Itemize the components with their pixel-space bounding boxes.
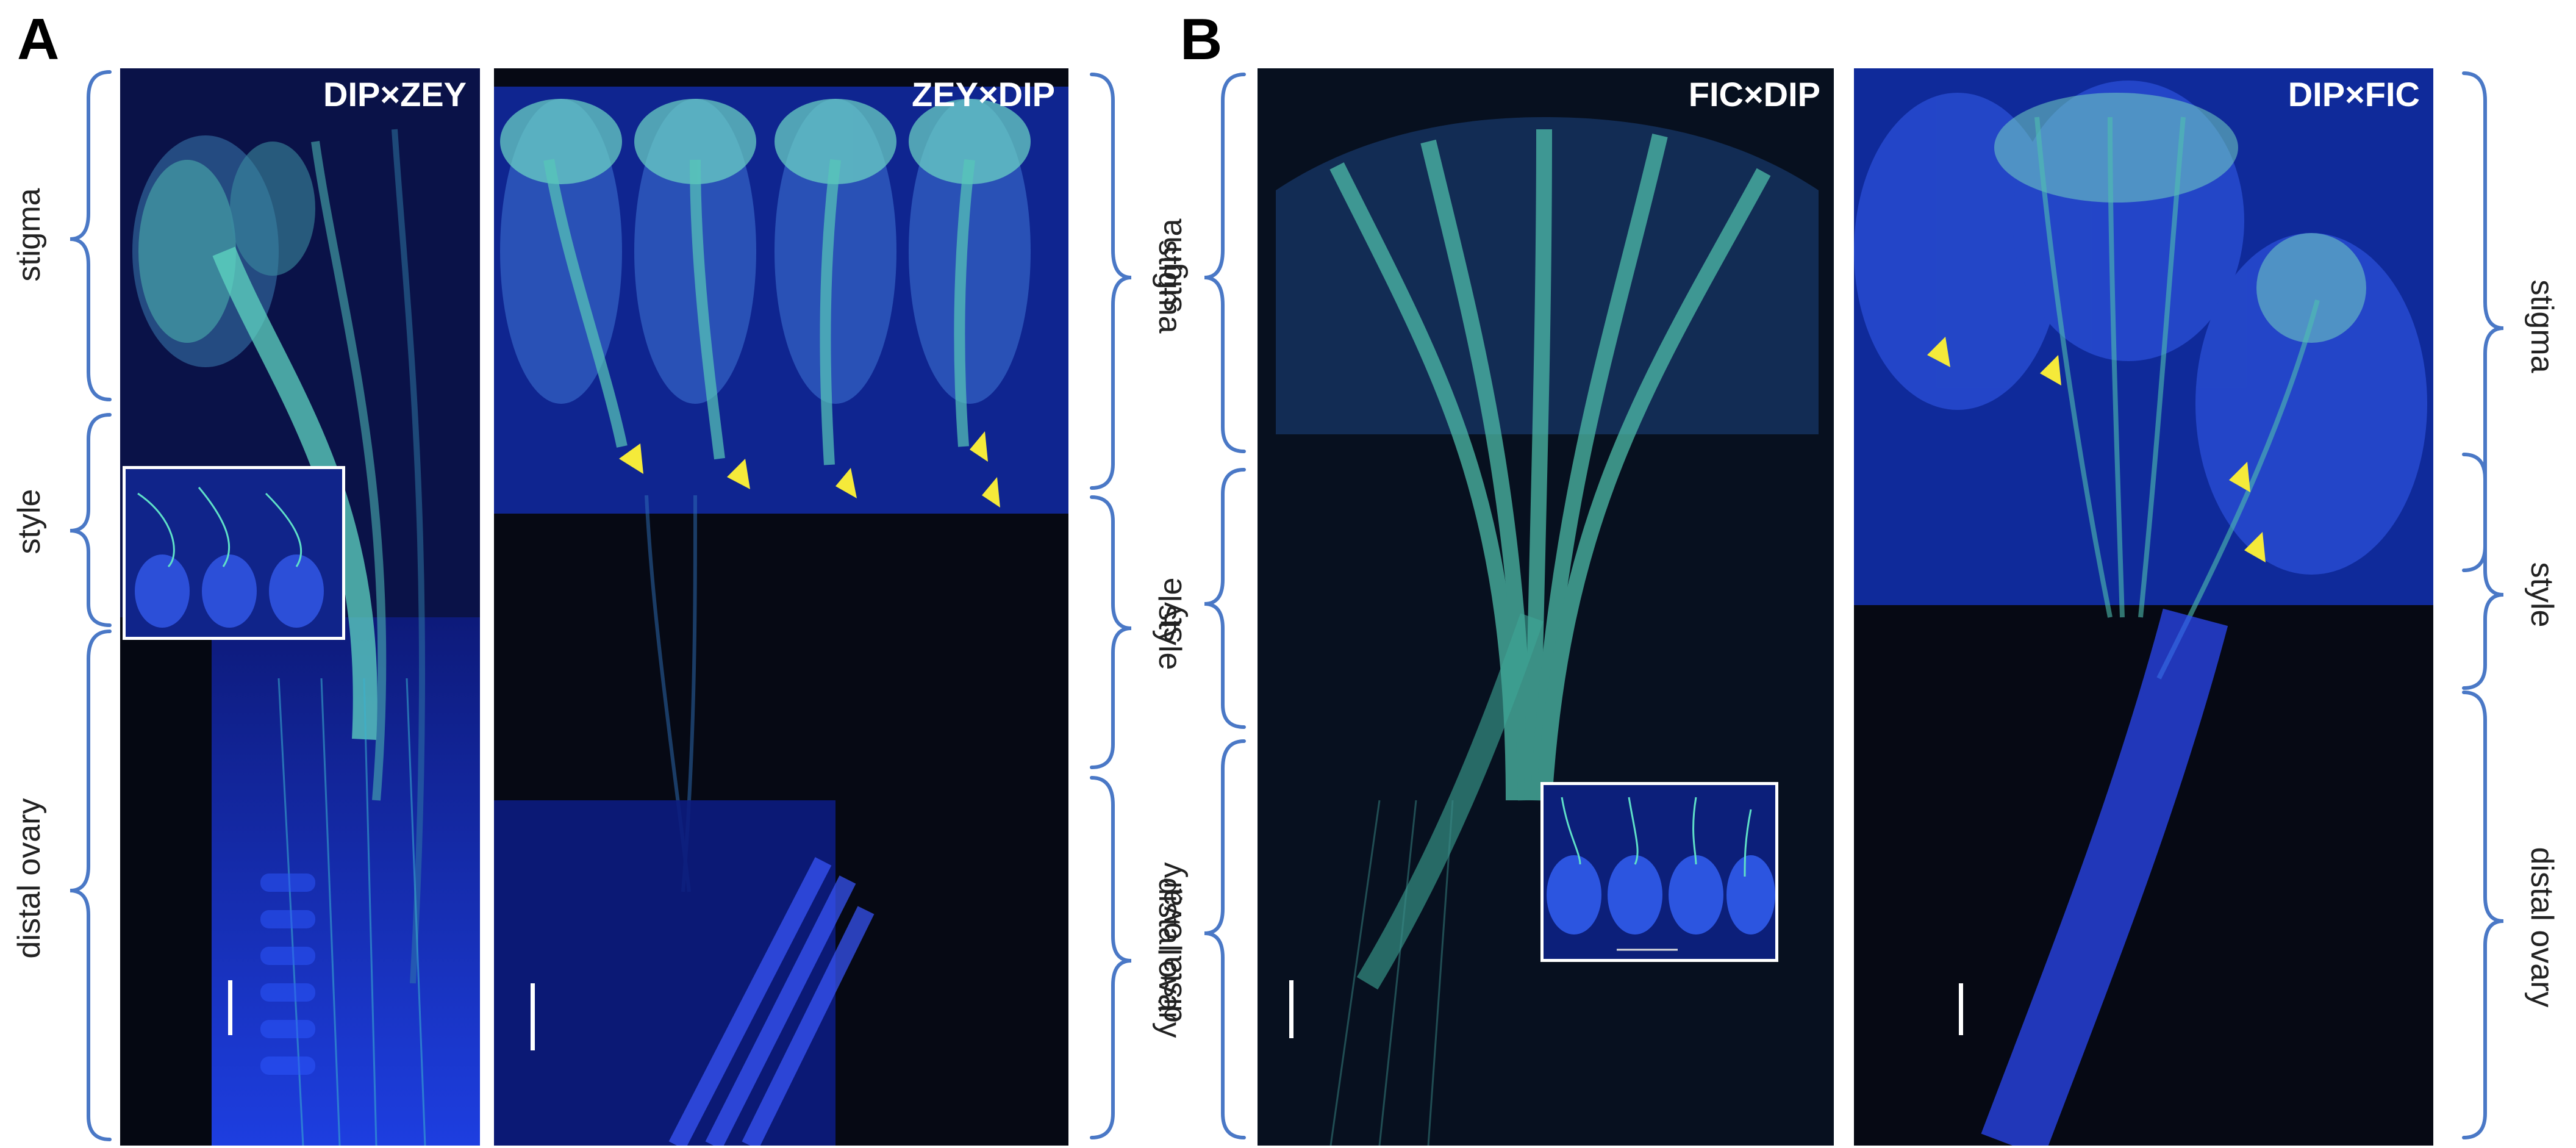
micrograph-dip-fic-art — [1854, 68, 2433, 1146]
scale-bar-3 — [1289, 980, 1293, 1038]
panel-b-letter: B — [1180, 7, 1223, 72]
label-b2-distal-ovary: distal ovary — [2524, 847, 2560, 1008]
image-title-dip-zey: DIP×ZEY — [323, 75, 467, 113]
inset-dip-zey-art — [126, 469, 342, 637]
label-b2-style: style — [2524, 562, 2560, 628]
label-a-style: style — [12, 489, 47, 554]
micrograph-dip-fic: DIP×FIC — [1854, 68, 2433, 1146]
bracket-b-ovary — [1204, 739, 1246, 1139]
bracket-a-ovary — [70, 630, 112, 1141]
micrograph-fic-dip: FIC×DIP — [1258, 68, 1834, 1146]
bracket-b-style — [1204, 468, 1246, 729]
scale-bar-1 — [228, 980, 232, 1035]
image-title-zey-dip: ZEY×DIP — [912, 75, 1055, 113]
image-title-fic-dip: FIC×DIP — [1688, 75, 1820, 113]
micrograph-dip-zey: DIP×ZEY — [120, 68, 480, 1146]
label-b-style: style — [1153, 577, 1189, 643]
bracket-a-style — [70, 413, 112, 627]
micrograph-zey-dip-art — [494, 68, 1068, 1146]
bracket-a2-ovary — [1090, 776, 1132, 1139]
bracket-a2-stigma — [1090, 73, 1132, 490]
bracket-b-stigma — [1204, 73, 1246, 453]
label-b-stigma: stigma — [1153, 218, 1189, 312]
micrograph-fic-dip-art — [1258, 68, 1834, 1146]
bracket-a-stigma — [70, 70, 112, 401]
panel-a-letter: A — [17, 7, 60, 72]
scale-bar-4 — [1959, 983, 1963, 1035]
inset-fic-dip-art — [1544, 785, 1775, 959]
image-title-dip-fic: DIP×FIC — [2288, 75, 2420, 113]
label-b-distal-ovary: distal ovary — [1153, 862, 1189, 1023]
scale-bar-2 — [531, 983, 535, 1050]
label-a-distal-ovary: distal ovary — [12, 798, 47, 959]
micrograph-zey-dip: ZEY×DIP — [494, 68, 1068, 1146]
inset-dip-zey — [123, 466, 345, 640]
inset-fic-dip — [1540, 782, 1778, 962]
bracket-b2-style — [2462, 453, 2504, 690]
label-a-stigma: stigma — [12, 188, 47, 282]
bracket-b2-ovary — [2462, 691, 2504, 1139]
bracket-a2-style — [1090, 495, 1132, 769]
label-b2-stigma: stigma — [2524, 279, 2560, 373]
